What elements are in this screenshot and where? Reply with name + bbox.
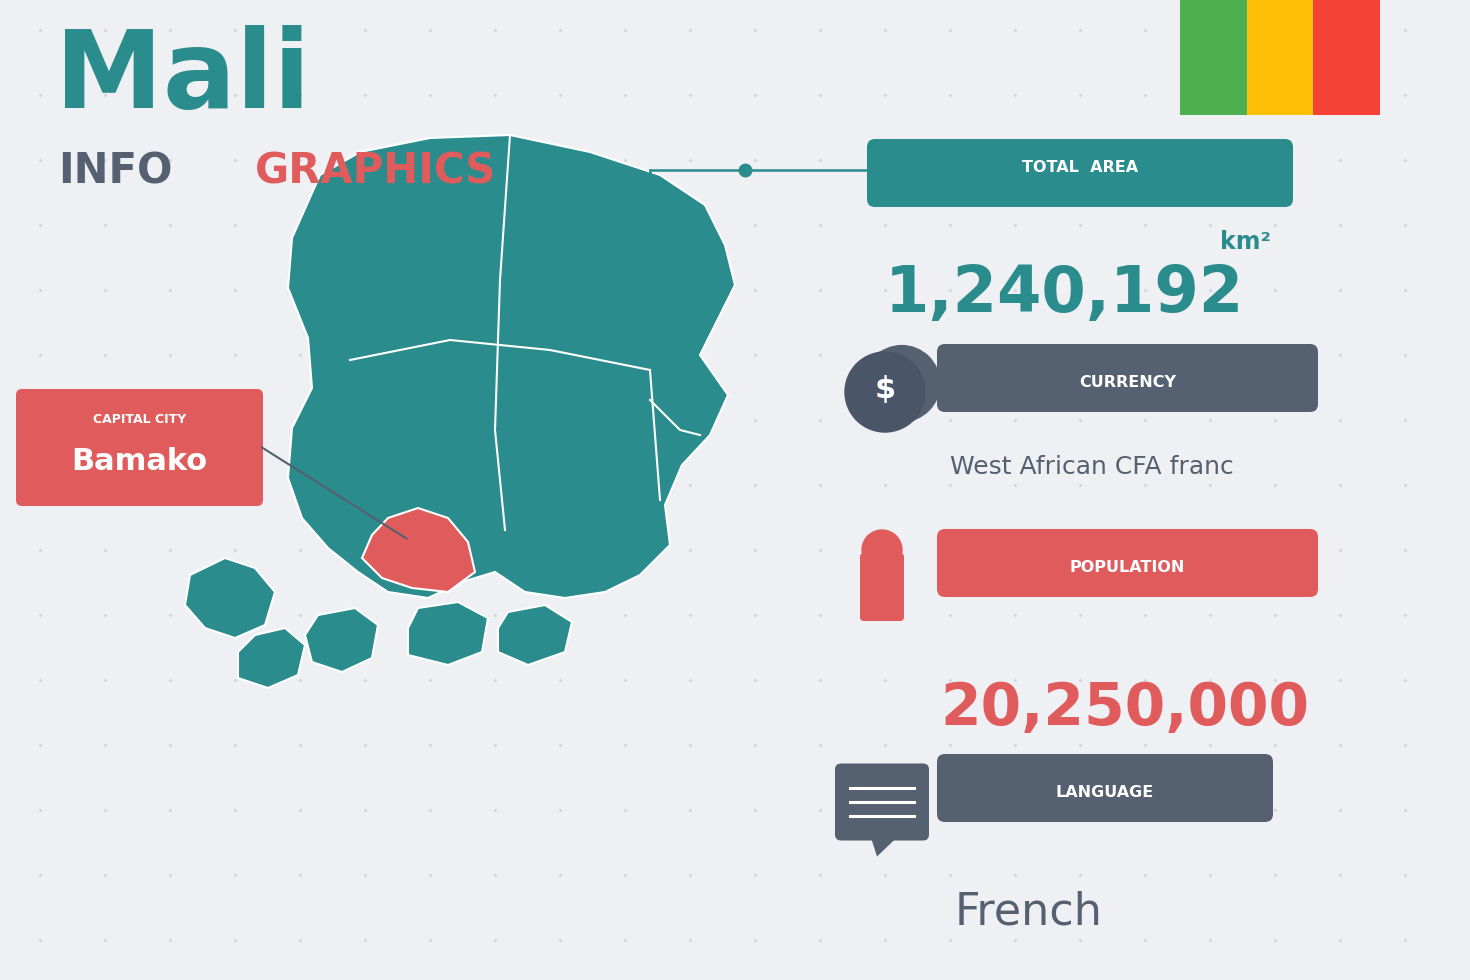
Text: French: French xyxy=(956,890,1102,933)
Circle shape xyxy=(858,349,933,424)
Text: CAPITAL CITY: CAPITAL CITY xyxy=(93,413,187,426)
Text: INFO: INFO xyxy=(57,150,172,192)
Text: 20,250,000: 20,250,000 xyxy=(939,680,1308,737)
Text: $: $ xyxy=(875,374,895,404)
FancyBboxPatch shape xyxy=(936,529,1319,597)
FancyBboxPatch shape xyxy=(835,763,929,841)
Circle shape xyxy=(851,352,928,427)
Text: 1,240,192: 1,240,192 xyxy=(885,263,1244,325)
FancyBboxPatch shape xyxy=(860,553,904,621)
Polygon shape xyxy=(185,558,275,638)
Text: West African CFA franc: West African CFA franc xyxy=(950,455,1233,479)
Polygon shape xyxy=(304,608,378,672)
Polygon shape xyxy=(409,602,488,665)
FancyBboxPatch shape xyxy=(16,389,263,506)
Text: Mali: Mali xyxy=(54,25,310,131)
Text: GRAPHICS: GRAPHICS xyxy=(254,150,497,192)
Circle shape xyxy=(847,354,923,430)
Polygon shape xyxy=(288,135,735,598)
Circle shape xyxy=(861,530,903,570)
FancyBboxPatch shape xyxy=(1247,0,1313,115)
FancyBboxPatch shape xyxy=(1180,0,1247,115)
FancyBboxPatch shape xyxy=(936,754,1273,822)
Circle shape xyxy=(864,346,939,421)
FancyBboxPatch shape xyxy=(867,139,1294,207)
Polygon shape xyxy=(238,628,304,688)
Text: Bamako: Bamako xyxy=(72,447,207,476)
Text: LANGUAGE: LANGUAGE xyxy=(1055,785,1154,800)
Text: POPULATION: POPULATION xyxy=(1070,560,1185,575)
Circle shape xyxy=(845,352,925,432)
Polygon shape xyxy=(498,605,572,665)
Polygon shape xyxy=(870,835,900,857)
Text: km²: km² xyxy=(1220,230,1272,254)
Polygon shape xyxy=(362,508,475,592)
FancyBboxPatch shape xyxy=(936,344,1319,412)
FancyBboxPatch shape xyxy=(1313,0,1380,115)
Text: CURRENCY: CURRENCY xyxy=(1079,375,1176,390)
Text: TOTAL  AREA: TOTAL AREA xyxy=(1022,160,1138,175)
